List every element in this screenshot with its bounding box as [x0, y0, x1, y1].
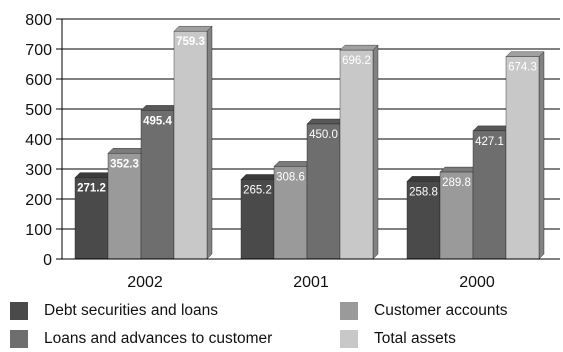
bars: 271.2 352.3 495.4 759.3 265.2 308.6 450.0 696.2…	[74, 25, 545, 260]
bar-top	[306, 118, 346, 125]
bar-front	[240, 179, 275, 260]
y-tick-label: 300	[25, 162, 52, 179]
bar: 495.4	[140, 104, 180, 260]
y-tick-label: 0	[43, 252, 52, 269]
bar-front	[505, 56, 540, 260]
data-label: 289.8	[442, 177, 471, 189]
x-tick-label: 2002	[127, 274, 163, 291]
bar-front	[107, 153, 142, 260]
legend-swatch-customer-accounts	[340, 302, 358, 320]
bar-top	[406, 176, 446, 182]
y-axis: 0 100 200 300 400 500 600 700 800	[25, 12, 63, 269]
bar-side	[206, 25, 213, 260]
bar-top	[273, 161, 313, 167]
bar-front	[472, 130, 507, 260]
legend-item-debt-securities: Debt securities and loans	[10, 301, 218, 321]
legend-swatch-loans-advances	[10, 330, 28, 348]
y-tick-label: 200	[25, 192, 52, 209]
bar-front	[173, 31, 208, 260]
bar: 427.1	[472, 125, 512, 260]
legend-label-debt-securities: Debt securities and loans	[44, 302, 219, 319]
bar-top	[240, 174, 280, 180]
x-tick-label: 2000	[459, 274, 495, 291]
data-label: 271.2	[77, 183, 106, 195]
legend-item-total-assets: Total assets	[340, 329, 456, 349]
bar: 265.2	[240, 173, 280, 260]
y-tick-label: 800	[25, 12, 52, 29]
bar-front	[339, 49, 374, 260]
bar: 258.8	[406, 175, 446, 260]
bar-top	[472, 125, 512, 132]
legend-label-customer-accounts: Customer accounts	[374, 302, 508, 319]
bar-top	[505, 51, 545, 57]
y-tick-label: 600	[25, 72, 52, 89]
bar-front	[439, 171, 474, 260]
legend-item-customer-accounts: Customer accounts	[340, 301, 508, 321]
bar: 352.3	[107, 147, 147, 260]
bar-side	[538, 51, 545, 260]
bar-front	[74, 177, 109, 260]
bar: 759.3	[173, 25, 213, 260]
legend-item-loans-advances: Loans and advances to customer	[10, 329, 272, 349]
data-label: 427.1	[475, 136, 504, 148]
legend-swatch-total-assets	[340, 330, 358, 348]
bar: 271.2	[74, 172, 114, 260]
bar: 308.6	[273, 160, 313, 260]
bar-front	[140, 110, 175, 260]
bar-front	[406, 181, 441, 260]
y-tick-label: 500	[25, 102, 52, 119]
bar-top	[173, 26, 213, 32]
bar: 696.2	[339, 44, 379, 260]
legend-swatch-debt-securities	[10, 302, 28, 320]
data-label: 265.2	[243, 184, 272, 196]
data-label: 308.6	[276, 171, 305, 183]
bar-top	[439, 166, 479, 173]
bar-front	[273, 166, 308, 260]
bar: 450.0	[306, 118, 346, 260]
data-label: 759.3	[176, 36, 205, 48]
data-label: 258.8	[409, 186, 438, 198]
y-tick-label: 100	[25, 222, 52, 239]
bar-front	[306, 123, 341, 260]
x-tick-label: 2001	[293, 274, 329, 291]
bar-top	[107, 148, 147, 154]
bar-top	[140, 105, 180, 111]
data-label: 696.2	[342, 55, 371, 67]
data-label: 495.4	[143, 115, 172, 127]
bar-top	[74, 172, 114, 178]
bar: 289.8	[439, 166, 479, 260]
legend-label-total-assets: Total assets	[374, 330, 456, 347]
bar: 674.3	[505, 51, 545, 260]
y-tick-label: 700	[25, 42, 52, 59]
bar-side	[372, 44, 379, 260]
data-label: 352.3	[110, 158, 139, 170]
y-tick-label: 400	[25, 132, 52, 149]
legend-label-loans-advances: Loans and advances to customer	[44, 330, 273, 347]
data-label: 674.3	[508, 62, 537, 74]
data-label: 450.0	[309, 129, 338, 141]
x-axis: 2002 2001 2000	[62, 258, 560, 291]
bar-top	[339, 44, 379, 51]
